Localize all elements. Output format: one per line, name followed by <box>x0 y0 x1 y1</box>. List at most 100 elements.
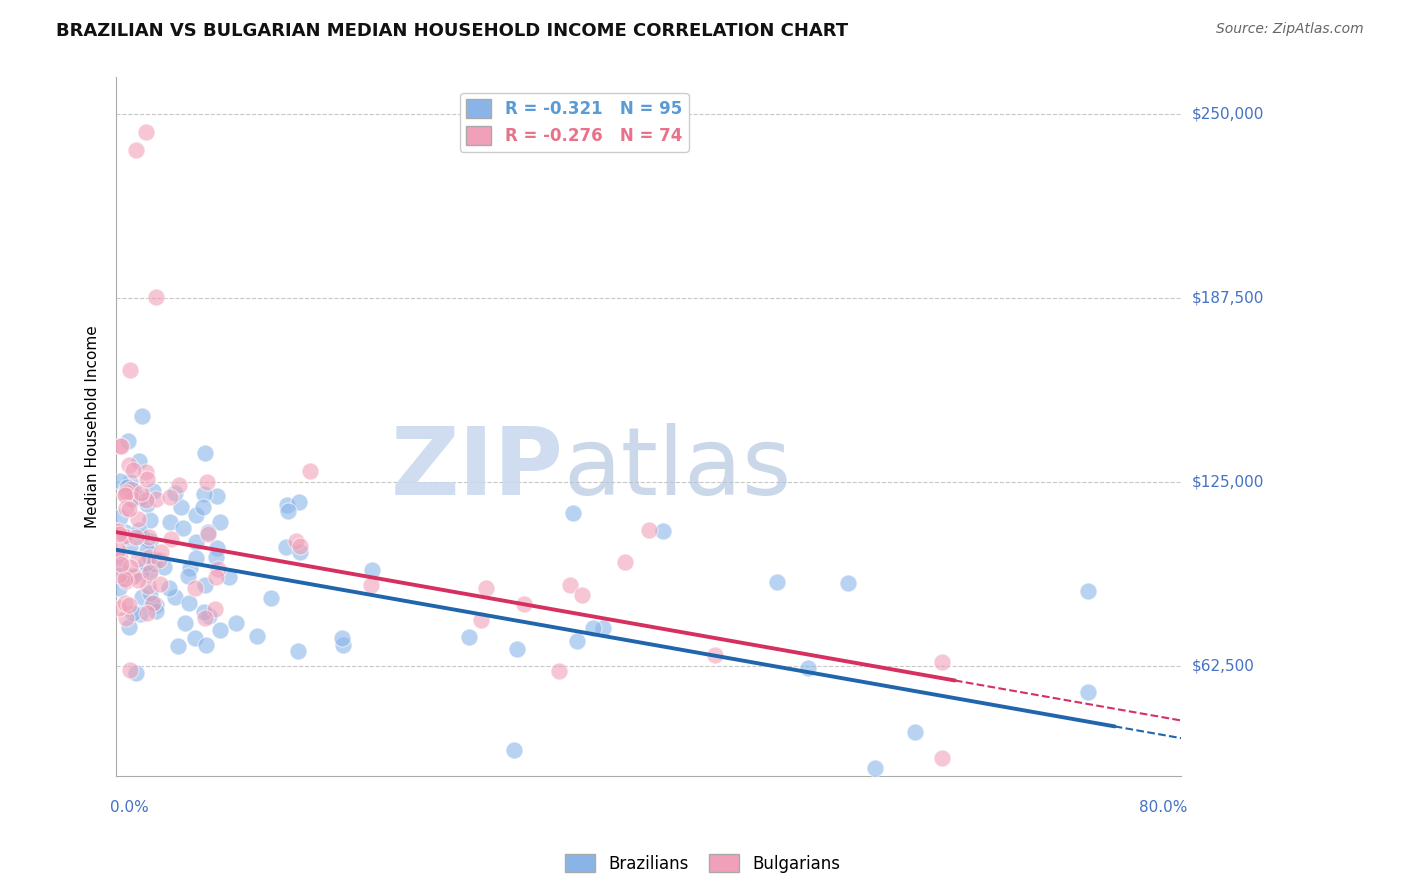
Point <box>141 597 163 611</box>
Point <box>114 572 136 586</box>
Point <box>170 500 193 515</box>
Point <box>205 570 228 584</box>
Point <box>172 521 194 535</box>
Point <box>121 491 143 506</box>
Point <box>475 581 498 595</box>
Point <box>205 550 228 565</box>
Point <box>129 607 152 622</box>
Point <box>931 750 953 764</box>
Point <box>145 492 167 507</box>
Text: $62,500: $62,500 <box>1192 658 1254 673</box>
Point <box>117 434 139 448</box>
Point <box>136 472 159 486</box>
Point <box>565 634 588 648</box>
Point <box>287 495 309 509</box>
Point <box>107 543 129 558</box>
Point <box>208 624 231 638</box>
Point <box>652 524 675 539</box>
Point <box>863 761 886 775</box>
Point <box>110 439 132 453</box>
Point <box>163 590 186 604</box>
Point <box>105 549 128 563</box>
Point <box>136 497 159 511</box>
Point <box>122 463 145 477</box>
Text: BRAZILIAN VS BULGARIAN MEDIAN HOUSEHOLD INCOME CORRELATION CHART: BRAZILIAN VS BULGARIAN MEDIAN HOUSEHOLD … <box>56 22 848 40</box>
Point <box>131 530 153 544</box>
Point <box>614 555 637 569</box>
Point <box>274 540 297 554</box>
Point <box>194 446 217 460</box>
Point <box>118 598 141 612</box>
Point <box>138 567 160 582</box>
Point <box>138 530 160 544</box>
Point <box>904 725 927 739</box>
Point <box>122 569 145 583</box>
Text: Source: ZipAtlas.com: Source: ZipAtlas.com <box>1216 22 1364 37</box>
Point <box>139 513 162 527</box>
Point <box>135 543 157 558</box>
Point <box>118 475 141 489</box>
Point <box>186 551 208 566</box>
Point <box>193 605 215 619</box>
Point <box>186 508 208 522</box>
Point <box>197 475 219 489</box>
Point <box>118 501 141 516</box>
Point <box>360 578 382 592</box>
Point <box>142 596 165 610</box>
Text: atlas: atlas <box>564 423 792 515</box>
Point <box>127 512 149 526</box>
Point <box>139 533 162 548</box>
Point <box>120 482 142 496</box>
Point <box>143 552 166 566</box>
Point <box>121 606 143 620</box>
Point <box>139 565 162 579</box>
Point <box>194 578 217 592</box>
Point <box>506 642 529 657</box>
Point <box>149 544 172 558</box>
Point <box>837 576 859 591</box>
Point <box>145 604 167 618</box>
Point <box>207 562 229 576</box>
Point <box>107 524 129 539</box>
Point <box>277 504 299 518</box>
Point <box>179 561 201 575</box>
Point <box>153 560 176 574</box>
Point <box>207 489 229 503</box>
Point <box>159 491 181 505</box>
Point <box>114 596 136 610</box>
Point <box>120 539 142 553</box>
Legend: R = -0.321   N = 95, R = -0.276   N = 74: R = -0.321 N = 95, R = -0.276 N = 74 <box>460 93 689 152</box>
Point <box>163 486 186 500</box>
Point <box>121 568 143 582</box>
Point <box>135 556 157 570</box>
Point <box>108 475 131 489</box>
Point <box>127 573 149 587</box>
Point <box>118 458 141 473</box>
Point <box>128 491 150 506</box>
Point <box>1077 584 1099 599</box>
Point <box>149 577 172 591</box>
Point <box>159 515 181 529</box>
Point <box>287 644 309 658</box>
Point <box>276 498 298 512</box>
Point <box>148 553 170 567</box>
Point <box>197 527 219 541</box>
Point <box>125 530 148 544</box>
Point <box>110 558 132 572</box>
Point <box>129 486 152 500</box>
Point <box>114 487 136 501</box>
Point <box>194 611 217 625</box>
Point <box>121 492 143 507</box>
Legend: Brazilians, Bulgarians: Brazilians, Bulgarians <box>558 847 848 880</box>
Point <box>285 533 308 548</box>
Point <box>204 602 226 616</box>
Point <box>205 541 228 555</box>
Point <box>114 530 136 544</box>
Point <box>470 613 492 627</box>
Point <box>1077 685 1099 699</box>
Point <box>184 582 207 596</box>
Point <box>288 539 311 553</box>
Point <box>169 478 191 492</box>
Point <box>548 664 571 678</box>
Point <box>138 550 160 565</box>
